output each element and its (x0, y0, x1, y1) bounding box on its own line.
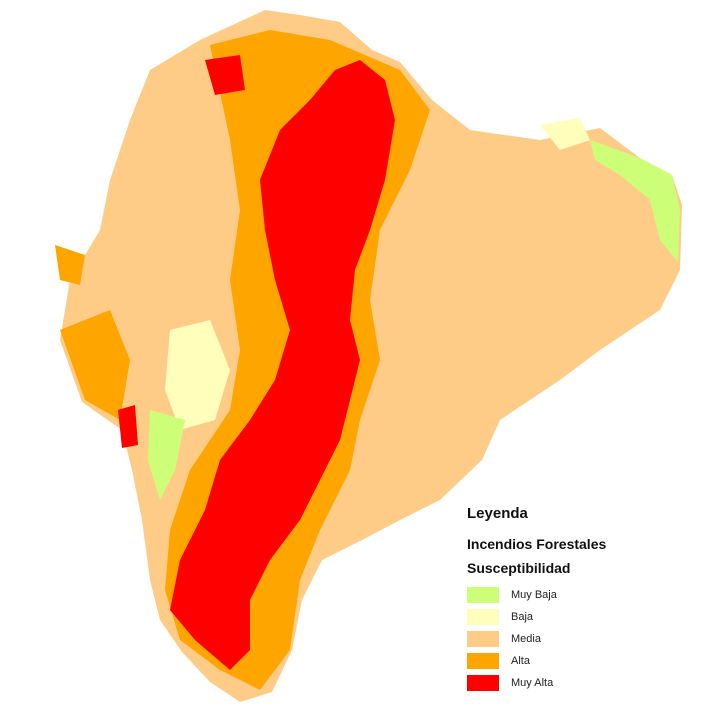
legend-label: Baja (511, 611, 534, 623)
legend-swatch (467, 653, 499, 669)
region-baja-coast (165, 320, 230, 430)
legend-label: Muy Baja (511, 589, 557, 601)
region-alta-coast (55, 245, 85, 285)
legend-swatch (467, 631, 499, 647)
legend-swatch (467, 675, 499, 691)
region-muy-alta-north (205, 55, 245, 95)
region-alta-west (60, 310, 130, 420)
legend-label: Media (511, 633, 541, 645)
legend-label: Alta (511, 655, 530, 667)
legend-item: Media (467, 628, 606, 650)
region-muy-baja-coast (148, 410, 185, 500)
legend-swatch (467, 587, 499, 603)
region-baja-north (540, 118, 590, 150)
region-muy-alta-coast (118, 405, 138, 448)
region-muy-alta-andes (170, 60, 395, 670)
legend-subtitle: Incendios Forestales (467, 536, 607, 552)
map-legend: Leyenda Incendios Forestales Susceptibil… (467, 505, 606, 694)
legend-item: Muy Alta (467, 672, 606, 694)
legend-item: Alta (467, 650, 606, 672)
legend-swatch (467, 609, 499, 625)
legend-title: Leyenda (467, 505, 528, 522)
region-muy-baja-east (590, 140, 680, 262)
legend-item: Baja (467, 606, 606, 628)
legend-item: Muy Baja (467, 584, 606, 606)
legend-category: Susceptibilidad (467, 560, 571, 576)
legend-label: Muy Alta (511, 677, 554, 689)
